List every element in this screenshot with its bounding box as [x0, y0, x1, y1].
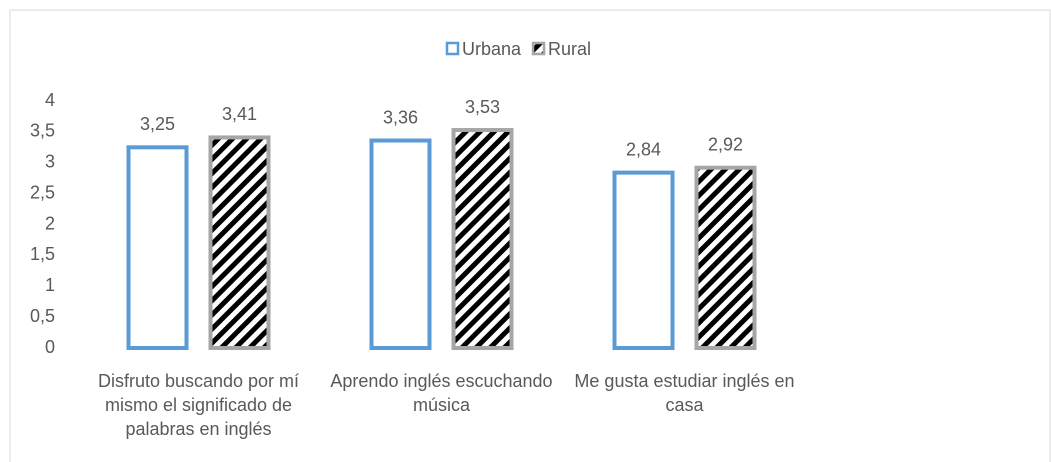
value-label: 3,25 [140, 114, 175, 134]
y-tick-label: 2,5 [30, 182, 55, 202]
legend-swatch [531, 41, 546, 56]
value-label: 3,53 [465, 97, 500, 117]
y-tick-label: 3 [45, 152, 55, 172]
y-tick-label: 0 [45, 337, 55, 357]
bar [126, 145, 189, 350]
y-tick-label: 0,5 [30, 306, 55, 326]
bar [612, 170, 675, 350]
bar [694, 165, 757, 350]
legend-label: Rural [548, 39, 591, 59]
legend-label: Urbana [462, 39, 522, 59]
value-label: 2,84 [626, 139, 661, 159]
y-tick-label: 1,5 [30, 244, 55, 264]
bar [369, 138, 432, 350]
y-tick-label: 2 [45, 213, 55, 233]
y-tick-label: 3,5 [30, 121, 55, 141]
y-tick-label: 1 [45, 275, 55, 295]
bar [451, 128, 514, 350]
chart-border [9, 9, 1051, 462]
value-label: 2,92 [708, 134, 743, 154]
bar [208, 135, 271, 350]
x-tick-label: Me gusta estudiar inglés en casa [574, 371, 795, 415]
value-label: 3,36 [383, 107, 418, 127]
legend-swatch [445, 41, 460, 56]
x-tick-label: Aprendo inglés escuchando música [330, 371, 553, 415]
x-tick-label: Disfruto buscando por mí mismo el signif… [97, 371, 300, 439]
y-tick-label: 4 [45, 90, 55, 110]
value-label: 3,41 [222, 104, 257, 124]
